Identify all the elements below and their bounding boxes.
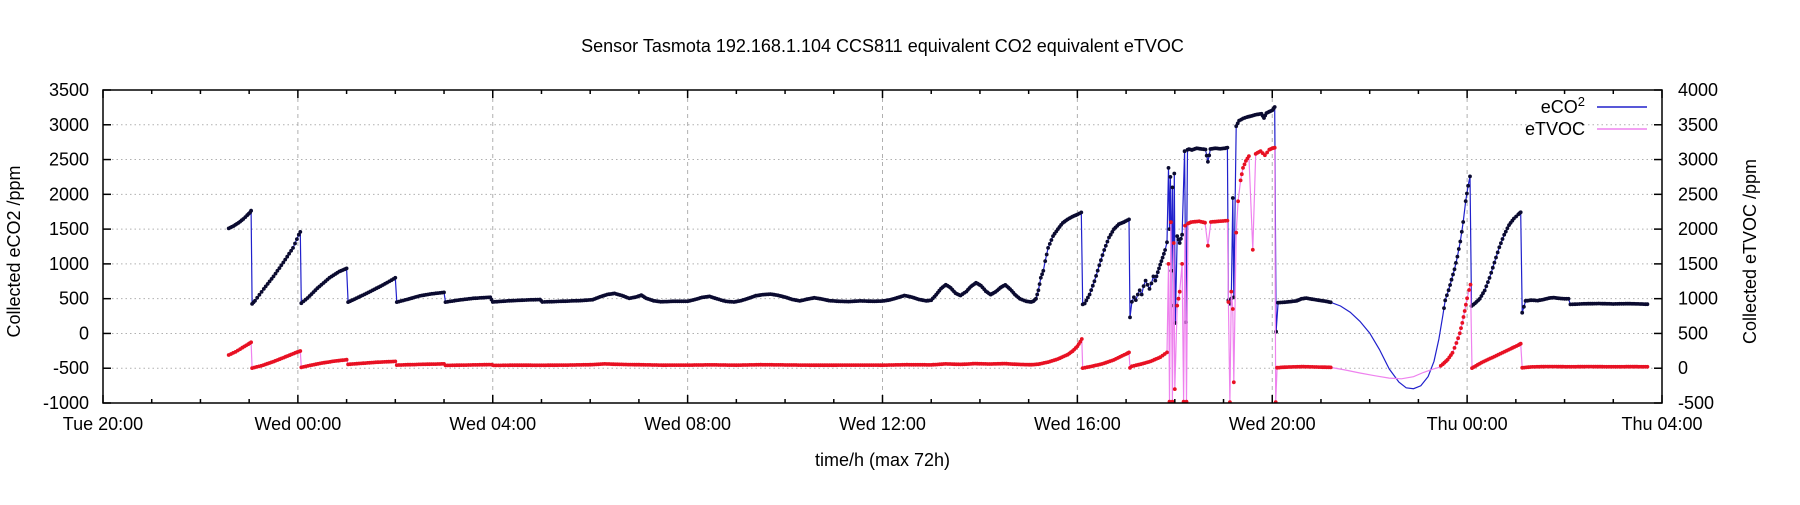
- x-tick-label: Thu 00:00: [1427, 414, 1508, 434]
- x-tick-label: Thu 04:00: [1621, 414, 1702, 434]
- x-tick-label: Wed 04:00: [449, 414, 536, 434]
- y-right-tick-label: 2500: [1678, 184, 1718, 204]
- y-right-tick-label: 4000: [1678, 80, 1718, 100]
- legend-label-etvoc: eTVOC: [1525, 119, 1585, 139]
- y-right-tick-label: 1000: [1678, 289, 1718, 309]
- x-tick-label: Wed 16:00: [1034, 414, 1121, 434]
- plot-border-and-ticks: [102, 89, 1663, 404]
- y-left-tick-label: 2000: [49, 184, 89, 204]
- x-tick-label: Wed 00:00: [255, 414, 342, 434]
- tick-labels: -1000 -500 0 500 1000 1500 2000 2500 3000 3500 -50…: [43, 80, 1718, 434]
- y-left-tick-label: 3000: [49, 115, 89, 135]
- chart-title: Sensor Tasmota 192.168.1.104 CCS811 equi…: [581, 36, 1184, 56]
- x-tick-label: Wed 08:00: [644, 414, 731, 434]
- y-left-tick-label: 500: [59, 289, 89, 309]
- x-axis-label: time/h (max 72h): [815, 450, 950, 470]
- y-left-tick-label: -1000: [43, 393, 89, 413]
- x-tick-label: Tue 20:00: [63, 414, 143, 434]
- y-right-tick-label: 0: [1678, 358, 1688, 378]
- y-left-axis-label: Collected eCO2 /ppm: [4, 165, 24, 337]
- y-right-tick-label: 3500: [1678, 115, 1718, 135]
- y-right-tick-label: 3000: [1678, 150, 1718, 170]
- y-right-tick-label: 1500: [1678, 254, 1718, 274]
- x-tick-label: Wed 12:00: [839, 414, 926, 434]
- y-right-axis-label: Collected eTVOC /ppm: [1740, 159, 1760, 344]
- y-left-tick-label: 0: [79, 323, 89, 343]
- grid-lines: [103, 90, 1662, 403]
- x-tick-label: Wed 20:00: [1229, 414, 1316, 434]
- y-right-tick-label: -500: [1678, 393, 1714, 413]
- legend-label-eco: eCO2: [1541, 94, 1585, 117]
- etvoc-series: [226, 145, 1650, 403]
- eco2-series: [226, 105, 1650, 390]
- y-left-tick-label: -500: [53, 358, 89, 378]
- eco2-points: [226, 105, 1650, 334]
- y-right-tick-label: 2000: [1678, 219, 1718, 239]
- y-left-tick-label: 3500: [49, 80, 89, 100]
- y-left-tick-label: 1000: [49, 254, 89, 274]
- y-left-tick-label: 2500: [49, 150, 89, 170]
- etvoc-points: [226, 145, 1650, 403]
- y-left-tick-label: 1500: [49, 219, 89, 239]
- y-right-tick-label: 500: [1678, 323, 1708, 343]
